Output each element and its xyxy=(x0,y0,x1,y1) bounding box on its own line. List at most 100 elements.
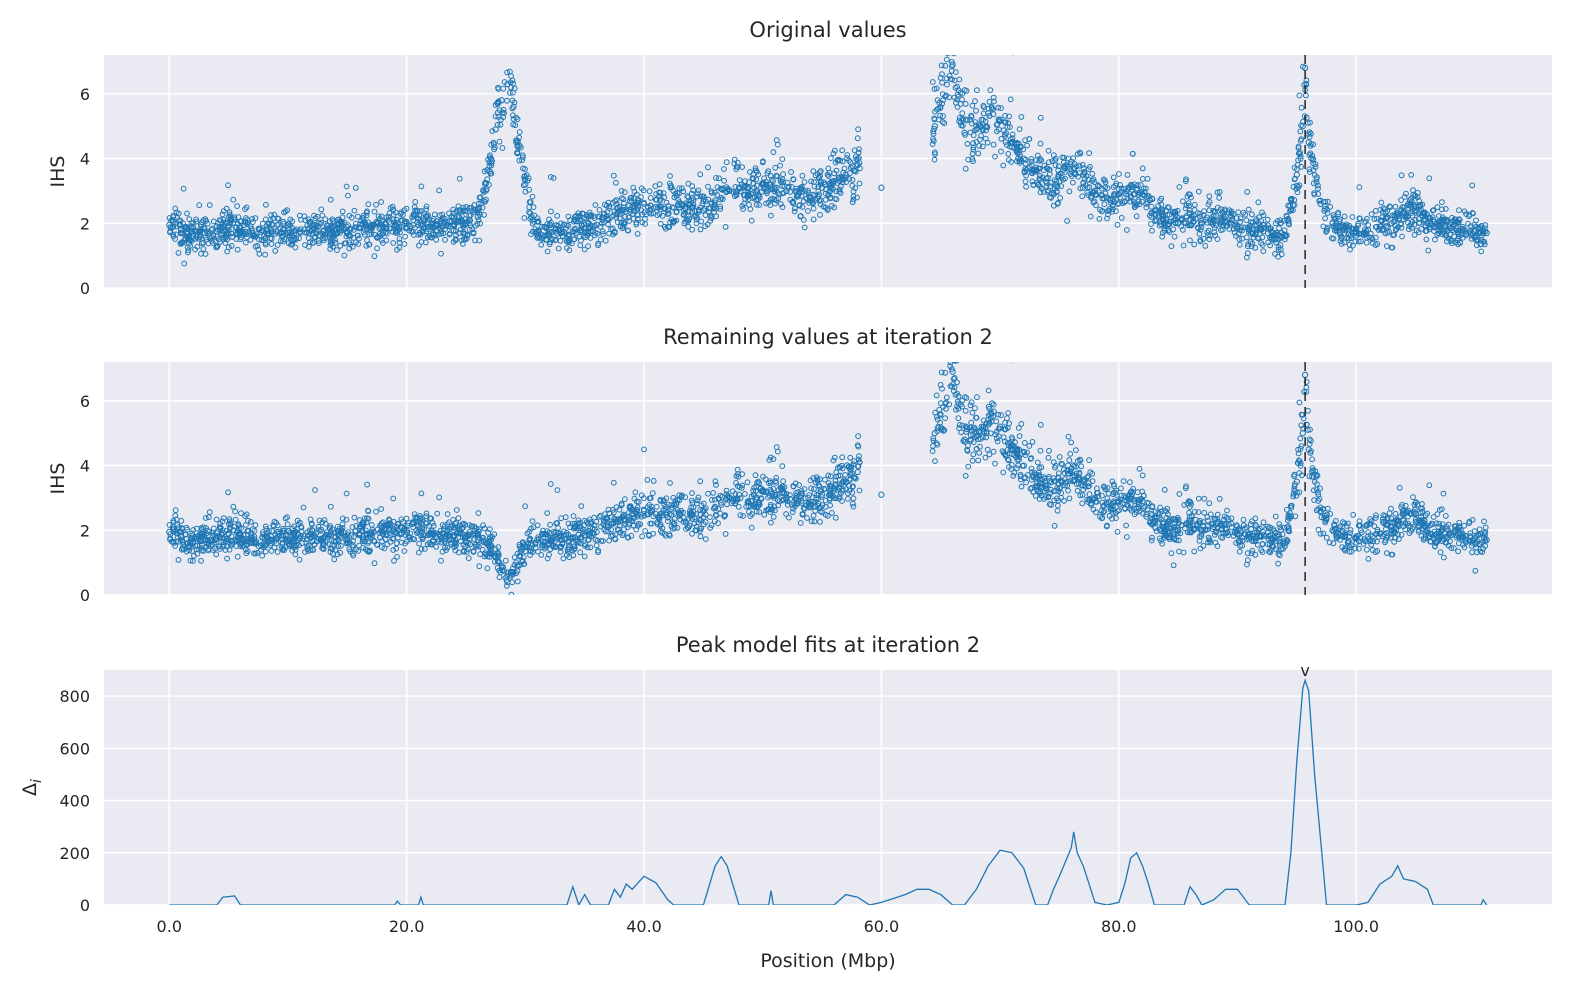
data-point xyxy=(621,189,628,196)
data-point xyxy=(745,184,751,191)
data-point xyxy=(1265,222,1271,229)
data-point xyxy=(614,209,621,216)
data-point xyxy=(437,226,444,233)
data-point xyxy=(377,224,384,231)
data-point xyxy=(1278,230,1285,236)
data-point xyxy=(1211,224,1218,231)
data-point xyxy=(434,221,441,228)
data-point xyxy=(422,239,429,246)
data-point xyxy=(980,102,987,109)
data-point xyxy=(733,166,740,173)
data-point xyxy=(787,189,794,195)
data-point xyxy=(563,529,570,536)
data-point xyxy=(1014,143,1021,150)
data-point xyxy=(337,242,344,249)
data-point xyxy=(645,204,651,211)
data-point xyxy=(970,144,977,151)
data-point xyxy=(1201,509,1208,516)
data-point xyxy=(697,517,704,524)
data-point xyxy=(1180,242,1187,249)
data-point xyxy=(1277,217,1284,224)
data-point xyxy=(296,212,303,219)
data-point xyxy=(1341,239,1348,246)
data-point xyxy=(202,515,209,521)
data-point xyxy=(401,241,408,247)
data-point xyxy=(660,190,667,197)
data-point xyxy=(817,178,824,185)
data-point xyxy=(265,230,272,237)
data-point xyxy=(850,188,857,195)
data-point xyxy=(1284,506,1290,513)
data-point xyxy=(484,167,491,173)
data-point xyxy=(790,198,796,205)
data-point xyxy=(455,218,462,224)
data-point xyxy=(453,507,460,513)
data-point xyxy=(1205,534,1212,541)
plot-area xyxy=(104,362,1552,595)
data-point xyxy=(717,206,724,212)
data-point xyxy=(483,180,490,187)
data-point xyxy=(590,213,597,220)
data-point xyxy=(266,221,272,228)
data-point xyxy=(308,520,315,527)
data-point xyxy=(1033,164,1040,171)
data-point xyxy=(1079,162,1086,168)
data-point xyxy=(723,487,730,494)
data-point xyxy=(855,126,861,133)
data-point xyxy=(1043,175,1049,182)
data-point xyxy=(1062,175,1068,182)
data-point xyxy=(519,558,526,564)
data-point xyxy=(318,206,325,213)
data-point xyxy=(1291,176,1298,183)
data-point xyxy=(1034,152,1041,159)
data-point xyxy=(1355,220,1361,227)
data-point xyxy=(684,217,691,224)
data-point xyxy=(229,234,236,240)
data-point xyxy=(1024,142,1030,149)
data-point xyxy=(1327,204,1334,210)
data-point xyxy=(1096,216,1103,222)
data-point xyxy=(455,203,462,210)
data-point xyxy=(469,226,476,233)
data-point xyxy=(194,243,201,250)
data-point xyxy=(1015,425,1022,431)
data-point xyxy=(1168,218,1174,225)
data-point xyxy=(1230,226,1237,232)
data-point xyxy=(495,84,501,91)
data-point xyxy=(556,227,562,234)
data-point xyxy=(1214,204,1221,211)
data-point xyxy=(316,240,322,247)
data-point xyxy=(213,223,220,230)
data-point xyxy=(767,172,774,179)
data-point xyxy=(557,237,564,244)
data-point xyxy=(742,491,748,497)
data-point xyxy=(1411,208,1418,214)
data-point xyxy=(1061,497,1067,504)
data-point xyxy=(1365,222,1372,229)
data-point xyxy=(1120,478,1127,485)
data-point xyxy=(1127,479,1133,486)
data-point xyxy=(492,144,498,151)
data-point xyxy=(1384,214,1391,221)
data-point xyxy=(1037,114,1044,121)
data-point xyxy=(1253,226,1260,232)
data-point xyxy=(849,177,856,183)
data-point xyxy=(633,219,640,226)
data-point xyxy=(961,129,968,136)
data-point xyxy=(796,482,802,488)
data-point xyxy=(1324,198,1331,205)
data-point xyxy=(496,138,503,145)
data-point xyxy=(845,496,851,502)
data-point xyxy=(535,233,541,240)
data-point xyxy=(983,127,989,134)
data-point xyxy=(930,136,936,142)
data-point xyxy=(173,209,180,216)
data-point xyxy=(647,195,654,201)
data-point xyxy=(481,168,488,175)
data-point xyxy=(797,213,804,219)
data-point xyxy=(841,176,848,183)
data-point xyxy=(1419,201,1426,208)
data-point xyxy=(1058,460,1065,467)
data-point xyxy=(1195,188,1202,195)
data-point xyxy=(1037,189,1044,196)
